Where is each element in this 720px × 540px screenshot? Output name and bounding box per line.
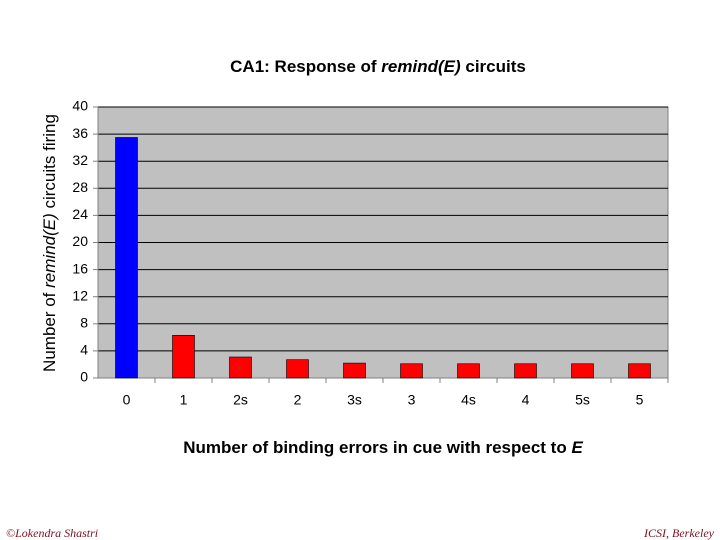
x-tick-label: 4s [461, 392, 476, 408]
x-tick-label: 2 [294, 392, 302, 408]
chart-title: CA1: Response of remind(E) circuits [230, 57, 526, 76]
title-part: circuits [461, 57, 526, 76]
xlabel-part: E [571, 438, 583, 457]
bar [400, 363, 423, 379]
y-tick-label: 8 [80, 315, 88, 331]
footer-left: ©Lokendra Shastri [6, 526, 98, 540]
xlabel-part: Number of binding errors in cue with res… [183, 438, 571, 457]
y-tick-label: 40 [72, 98, 88, 114]
footer-right: ICSI, Berkeley [643, 526, 715, 540]
x-tick-label: 4 [522, 392, 530, 408]
bar [457, 363, 480, 379]
y-tick-label: 12 [72, 287, 88, 303]
ylabel-part: Number of [40, 288, 59, 372]
y-tick-label: 4 [80, 342, 88, 358]
title-part: CA1: Response of [230, 57, 381, 76]
y-tick-label: 36 [72, 125, 88, 141]
y-tick-label: 28 [72, 179, 88, 195]
x-tick-label: 1 [180, 392, 188, 408]
y-tick-label: 24 [72, 206, 88, 222]
bar [229, 356, 252, 379]
x-tick-label: 2s [233, 392, 248, 408]
bar [571, 363, 594, 379]
bar [514, 363, 537, 379]
y-tick-label: 16 [72, 260, 88, 276]
bar [628, 363, 651, 379]
x-tick-label: 5s [575, 392, 590, 408]
ylabel-part: circuits firing [40, 114, 59, 213]
title-part: remind(E) [381, 57, 461, 76]
x-axis-label: Number of binding errors in cue with res… [183, 438, 583, 457]
bar [172, 335, 195, 379]
y-tick-label: 0 [80, 369, 88, 385]
bar [115, 137, 138, 379]
ylabel-part: remind(E) [40, 213, 59, 288]
y-tick-label: 32 [72, 152, 88, 168]
x-tick-label: 5 [636, 392, 644, 408]
y-tick-label: 20 [72, 233, 88, 249]
bar [343, 362, 366, 379]
x-tick-label: 3s [347, 392, 362, 408]
y-axis-label: Number of remind(E) circuits firing [40, 114, 59, 372]
bar [286, 359, 309, 379]
x-tick-label: 0 [123, 392, 131, 408]
x-tick-label: 3 [408, 392, 416, 408]
